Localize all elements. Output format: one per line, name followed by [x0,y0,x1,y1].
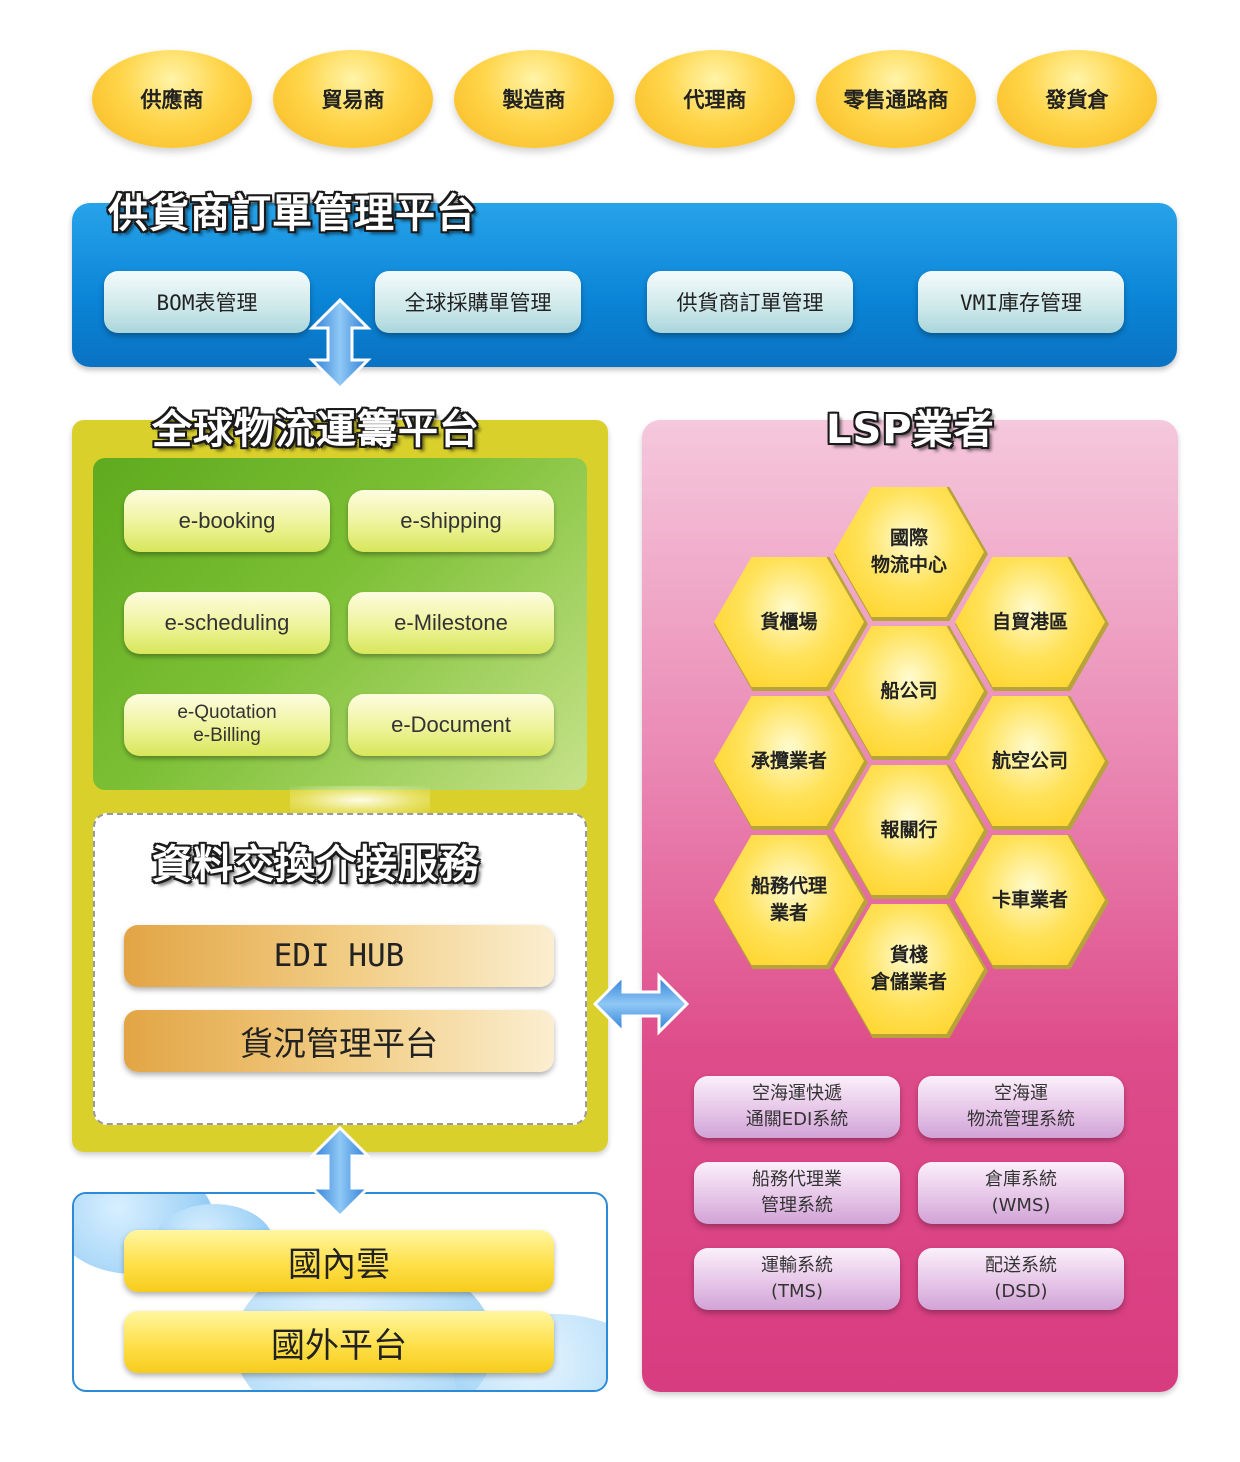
hex-warehousing: 貨棧 倉儲業者 [834,904,984,1034]
e-milestone-button[interactable]: e-Milestone [348,592,554,654]
system-label: 配送系統 [985,1254,1057,1276]
module-label: e-Billing [193,725,261,746]
hex-label: 航空公司 [991,749,1068,772]
double-arrow-vertical-icon [308,1126,372,1218]
system-label: 空海運快遞 [752,1082,842,1104]
e-quotation-billing-button[interactable]: e-Quotation e-Billing [124,694,330,756]
vmi-inventory-button[interactable]: VMI庫存管理 [918,271,1124,333]
hex-trucking: 卡車業者 [955,835,1105,965]
logistics-platform-title: 全球物流運籌平台 [152,407,480,453]
lsp-title: LSP業者 [826,407,995,453]
hex-shipping-company: 船公司 [834,626,984,756]
hex-free-trade-zone: 自貿港區 [955,557,1105,687]
role-oval-agent: 代理商 [635,50,795,148]
system-label: 船務代理業 [752,1168,842,1190]
role-label: 零售通路商 [843,88,949,112]
role-label: 貿易商 [321,88,385,112]
role-label: 製造商 [502,88,566,112]
panel-glow [290,786,430,814]
shipping-agency-system-button[interactable]: 船務代理業 管理系統 [694,1162,900,1224]
role-label: 發貨倉 [1045,88,1109,112]
double-arrow-vertical-icon [308,298,372,390]
tms-button[interactable]: 運輸系統 (TMS) [694,1248,900,1310]
double-arrow-horizontal-icon [593,972,689,1036]
role-label: 供應商 [140,88,204,112]
hex-label: 物流中心 [870,554,947,576]
role-label: 代理商 [683,88,747,112]
system-label: 管理系統 [761,1195,833,1216]
module-label: e-Quotation [177,702,277,724]
e-booking-button[interactable]: e-booking [124,490,330,552]
module-label: e-booking [178,507,276,533]
hex-label: 船公司 [880,679,938,702]
role-oval-trader: 貿易商 [273,50,433,148]
supplier-platform-title: 供貨商訂單管理平台 [108,191,477,237]
hex-label: 報關行 [880,818,938,841]
module-label: e-shipping [400,507,502,533]
hex-label: 倉儲業者 [870,971,947,993]
system-label: (TMS) [771,1281,823,1302]
hex-airline: 航空公司 [955,696,1105,826]
wms-button[interactable]: 倉庫系統 (WMS) [918,1162,1124,1224]
hex-label: 承攬業者 [750,749,827,772]
e-document-button[interactable]: e-Document [348,694,554,756]
hex-container-yard: 貨櫃場 [714,557,864,687]
system-label: (DSD) [994,1281,1048,1302]
hex-label: 國際 [889,527,928,550]
global-purchase-order-button[interactable]: 全球採購單管理 [375,271,581,333]
hex-customs-broker: 報關行 [834,765,984,895]
system-label: 物流管理系統 [967,1109,1075,1130]
bom-management-button[interactable]: BOM表管理 [104,271,310,333]
edi-hub-button[interactable]: EDI HUB [124,925,554,987]
module-label: e-Milestone [394,609,508,635]
system-label: (WMS) [991,1195,1051,1216]
hex-forwarder: 承攬業者 [714,696,864,826]
role-oval-retailer: 零售通路商 [816,50,976,148]
system-label: 倉庫系統 [985,1168,1057,1190]
role-oval-supplier: 供應商 [92,50,252,148]
e-shipping-button[interactable]: e-shipping [348,490,554,552]
role-oval-manufacturer: 製造商 [454,50,614,148]
hex-label: 自貿港區 [991,610,1068,633]
module-label: e-Document [391,711,511,737]
supplier-order-button[interactable]: 供貨商訂單管理 [647,271,853,333]
hex-label: 卡車業者 [991,888,1068,911]
hex-label: 貨棧 [889,944,928,967]
data-exchange-title: 資料交換介接服務 [152,842,480,888]
module-label: e-scheduling [164,609,290,635]
express-customs-edi-button[interactable]: 空海運快遞 通關EDI系統 [694,1076,900,1138]
hex-label: 貨櫃場 [760,610,818,633]
overseas-platform-button[interactable]: 國外平台 [124,1311,554,1373]
role-oval-warehouse: 發貨倉 [997,50,1157,148]
dsd-button[interactable]: 配送系統 (DSD) [918,1248,1124,1310]
system-label: 運輸系統 [761,1254,833,1276]
hex-shipping-agent: 船務代理 業者 [714,835,864,965]
domestic-cloud-button[interactable]: 國內雲 [124,1230,554,1292]
e-scheduling-button[interactable]: e-scheduling [124,592,330,654]
shipment-status-platform-button[interactable]: 貨況管理平台 [124,1010,554,1072]
system-label: 空海運 [994,1082,1048,1104]
system-label: 通關EDI系統 [745,1109,849,1130]
hex-label: 船務代理 [750,875,827,898]
logistics-management-system-button[interactable]: 空海運 物流管理系統 [918,1076,1124,1138]
hex-label: 業者 [769,902,808,924]
